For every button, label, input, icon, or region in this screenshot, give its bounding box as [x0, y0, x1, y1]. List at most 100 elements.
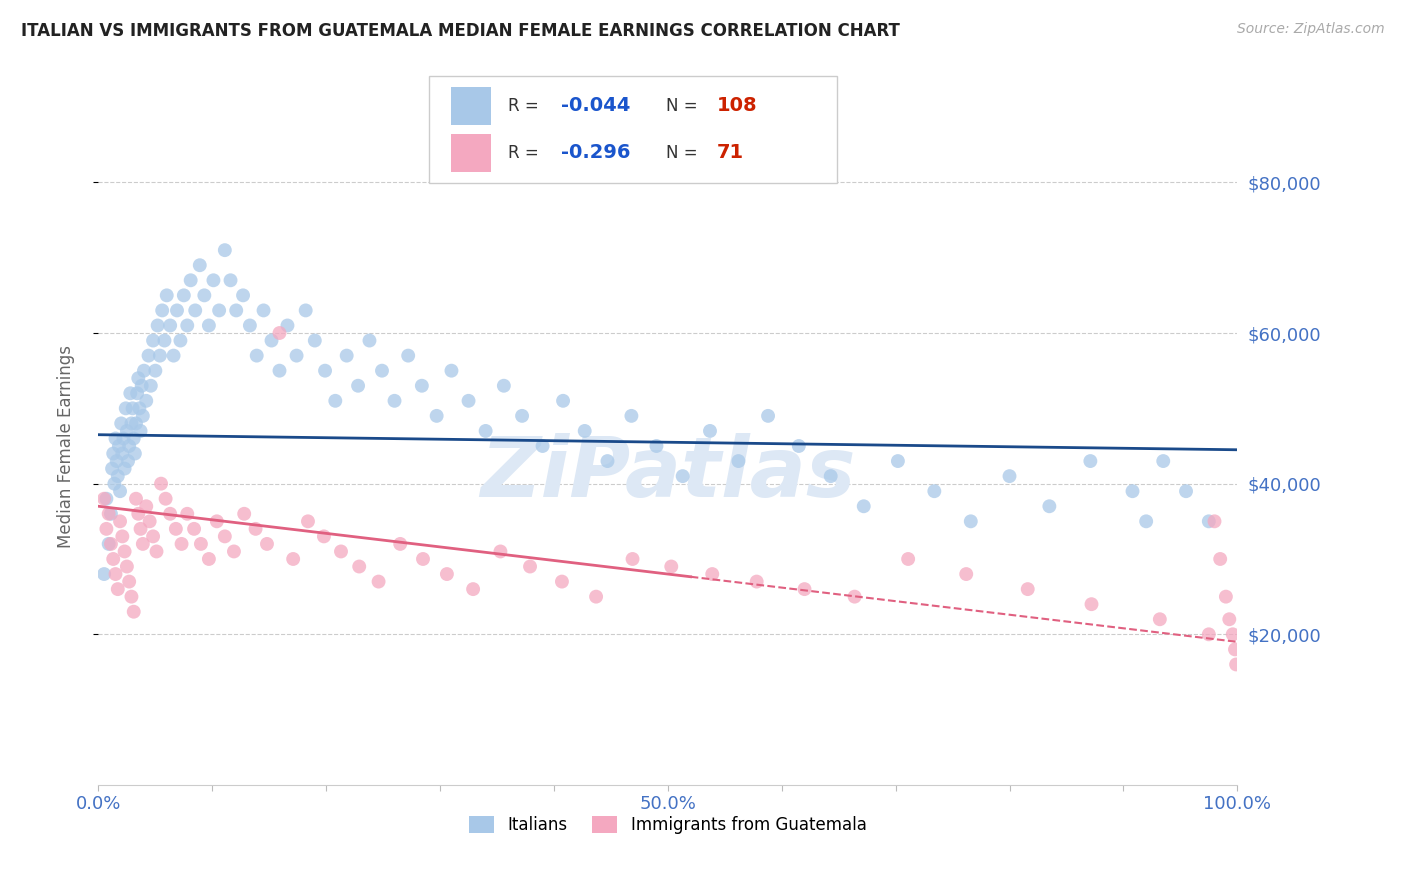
Point: [100, 537, 122, 551]
Point: [844, 590, 866, 604]
Point: [162, 349, 184, 363]
Point: [198, 318, 221, 333]
Point: [1225, 657, 1247, 672]
Point: [198, 552, 221, 566]
Point: [114, 461, 136, 475]
Point: [1198, 627, 1220, 641]
Point: [127, 386, 149, 401]
Point: [129, 424, 152, 438]
Point: [474, 424, 496, 438]
Point: [93, 491, 115, 506]
Point: [787, 439, 810, 453]
Point: [276, 318, 298, 333]
Point: [104, 432, 127, 446]
Point: [702, 567, 724, 582]
Point: [959, 514, 981, 528]
Point: [165, 522, 187, 536]
Point: [219, 273, 242, 287]
Point: [256, 537, 278, 551]
Point: [120, 590, 142, 604]
Point: [132, 409, 155, 423]
Point: [727, 454, 749, 468]
Point: [531, 439, 554, 453]
Point: [159, 507, 181, 521]
Point: [146, 318, 169, 333]
Point: [101, 461, 124, 475]
Point: [596, 454, 619, 468]
Point: [112, 432, 135, 446]
Text: ITALIAN VS IMMIGRANTS FROM GUATEMALA MEDIAN FEMALE EARNINGS CORRELATION CHART: ITALIAN VS IMMIGRANTS FROM GUATEMALA MED…: [21, 22, 900, 40]
Point: [127, 507, 149, 521]
Point: [176, 507, 198, 521]
Point: [156, 288, 179, 302]
Point: [111, 529, 134, 543]
Point: [193, 288, 215, 302]
Point: [645, 439, 668, 453]
Point: [159, 318, 181, 333]
Point: [384, 393, 406, 408]
Point: [127, 371, 149, 385]
Point: [347, 378, 370, 392]
Point: [998, 469, 1021, 483]
Point: [214, 243, 236, 257]
Point: [489, 544, 512, 558]
Point: [336, 349, 359, 363]
Point: [108, 514, 131, 528]
Text: N =: N =: [666, 144, 697, 161]
Point: [115, 424, 138, 438]
Point: [285, 349, 308, 363]
Point: [246, 349, 269, 363]
Point: [621, 552, 644, 566]
Point: [359, 334, 381, 348]
Point: [104, 567, 127, 582]
Y-axis label: Median Female Earnings: Median Female Earnings: [56, 344, 75, 548]
Point: [1215, 590, 1237, 604]
Point: [1017, 582, 1039, 596]
Point: [510, 409, 533, 423]
Text: -0.044: -0.044: [561, 96, 630, 115]
Point: [436, 567, 458, 582]
Point: [135, 393, 157, 408]
Point: [897, 552, 920, 566]
Point: [323, 393, 346, 408]
Point: [371, 364, 394, 378]
Point: [166, 303, 188, 318]
Point: [1198, 514, 1220, 528]
Point: [252, 303, 274, 318]
Point: [120, 386, 142, 401]
Point: [129, 522, 152, 536]
Point: [887, 454, 910, 468]
Point: [125, 417, 148, 431]
Point: [756, 409, 779, 423]
Point: [411, 378, 433, 392]
Point: [111, 446, 134, 460]
Point: [426, 409, 449, 423]
Point: [396, 349, 419, 363]
Point: [297, 514, 319, 528]
Text: N =: N =: [666, 97, 697, 115]
Point: [138, 349, 160, 363]
Point: [330, 544, 353, 558]
Point: [153, 334, 176, 348]
Point: [132, 364, 155, 378]
Point: [128, 401, 150, 416]
Point: [93, 567, 115, 582]
Point: [184, 303, 207, 318]
Point: [924, 484, 946, 499]
Point: [149, 349, 172, 363]
Point: [183, 522, 205, 536]
Point: [96, 491, 118, 506]
Point: [110, 417, 132, 431]
Point: [955, 567, 977, 582]
Point: [347, 559, 370, 574]
Point: [190, 537, 212, 551]
Point: [283, 552, 305, 566]
Point: [124, 446, 146, 460]
Text: -0.296: -0.296: [561, 144, 630, 162]
Point: [114, 544, 136, 558]
Point: [225, 303, 247, 318]
Point: [820, 469, 842, 483]
Point: [122, 605, 145, 619]
Point: [150, 303, 173, 318]
Point: [793, 582, 815, 596]
